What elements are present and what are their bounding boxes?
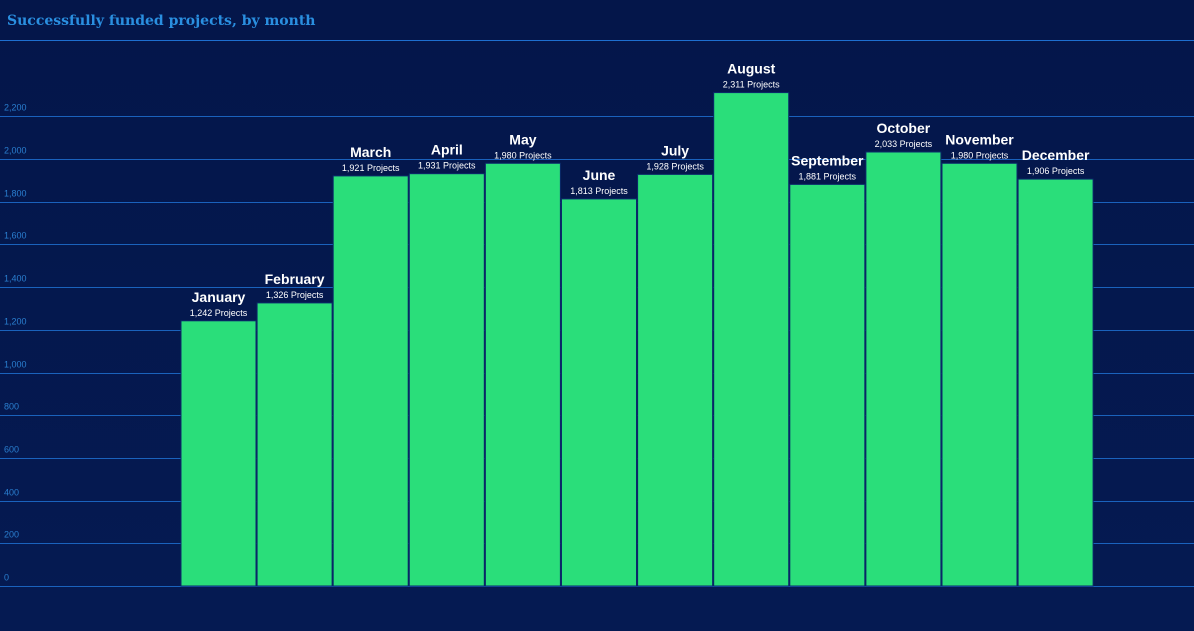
bar-category-label: February [265, 271, 325, 287]
bar-category-label: October [877, 120, 931, 136]
bar-value-label: 1,242 Projects [190, 308, 248, 318]
bar-january[interactable] [180, 320, 257, 587]
bar-category-label: June [583, 167, 616, 183]
bar-value-label: 1,928 Projects [646, 161, 704, 171]
bar-april[interactable] [408, 173, 485, 587]
bar-june[interactable] [561, 198, 637, 587]
bar-may[interactable] [484, 162, 561, 587]
bar-february[interactable] [256, 302, 333, 587]
bar-category-label: May [509, 131, 536, 147]
bar-september[interactable] [789, 183, 866, 587]
y-axis-ticks: 0 200 400 600 800 1,000 1,200 1,400 1,600 1,800 2,… [4, 103, 27, 583]
bar-value-label: 1,881 Projects [799, 171, 857, 181]
y-tick-label: 400 [4, 488, 19, 498]
bar-value-label: 1,980 Projects [494, 150, 552, 160]
y-tick-label: 1,400 [4, 274, 27, 284]
bar-category-label: September [791, 152, 864, 168]
bar-value-label: 1,813 Projects [570, 186, 628, 196]
y-tick-label: 1,200 [4, 317, 27, 327]
bars [180, 92, 1094, 587]
bar-october[interactable] [865, 151, 942, 587]
y-tick-label: 2,200 [4, 103, 27, 113]
y-tick-label: 1,000 [4, 360, 27, 370]
bar-category-label: March [350, 144, 391, 160]
y-tick-label: 2,000 [4, 146, 27, 156]
chart-title: Successfully funded projects, by month [7, 13, 316, 29]
bar-category-label: April [431, 142, 463, 158]
y-tick-label: 600 [4, 445, 19, 455]
bar-value-label: 2,311 Projects [723, 80, 780, 90]
y-tick-label: 0 [4, 573, 9, 583]
bar-value-label: 1,980 Projects [951, 150, 1009, 160]
y-tick-label: 200 [4, 530, 19, 540]
y-tick-label: 1,800 [4, 189, 27, 199]
bar-category-label: December [1022, 147, 1090, 163]
bar-august[interactable] [713, 92, 790, 587]
bar-value-label: 1,906 Projects [1027, 166, 1085, 176]
bar-july[interactable] [637, 173, 714, 587]
bar-value-label: 1,921 Projects [342, 163, 400, 173]
bar-category-label: August [727, 61, 776, 77]
bar-value-label: 1,326 Projects [266, 290, 324, 300]
bar-category-label: January [192, 289, 246, 305]
bar-december[interactable] [1017, 178, 1094, 587]
bar-value-label: 2,033 Projects [875, 139, 933, 149]
bar-category-label: November [945, 131, 1014, 147]
bar-value-label: 1,931 Projects [418, 161, 476, 171]
bar-march[interactable] [332, 175, 409, 587]
bar-november[interactable] [941, 162, 1018, 587]
bar-labels: January 1,242 Projects February 1,326 Proje… [190, 61, 1090, 318]
y-tick-label: 1,600 [4, 231, 27, 241]
y-tick-label: 800 [4, 402, 19, 412]
bar-category-label: July [661, 142, 689, 158]
